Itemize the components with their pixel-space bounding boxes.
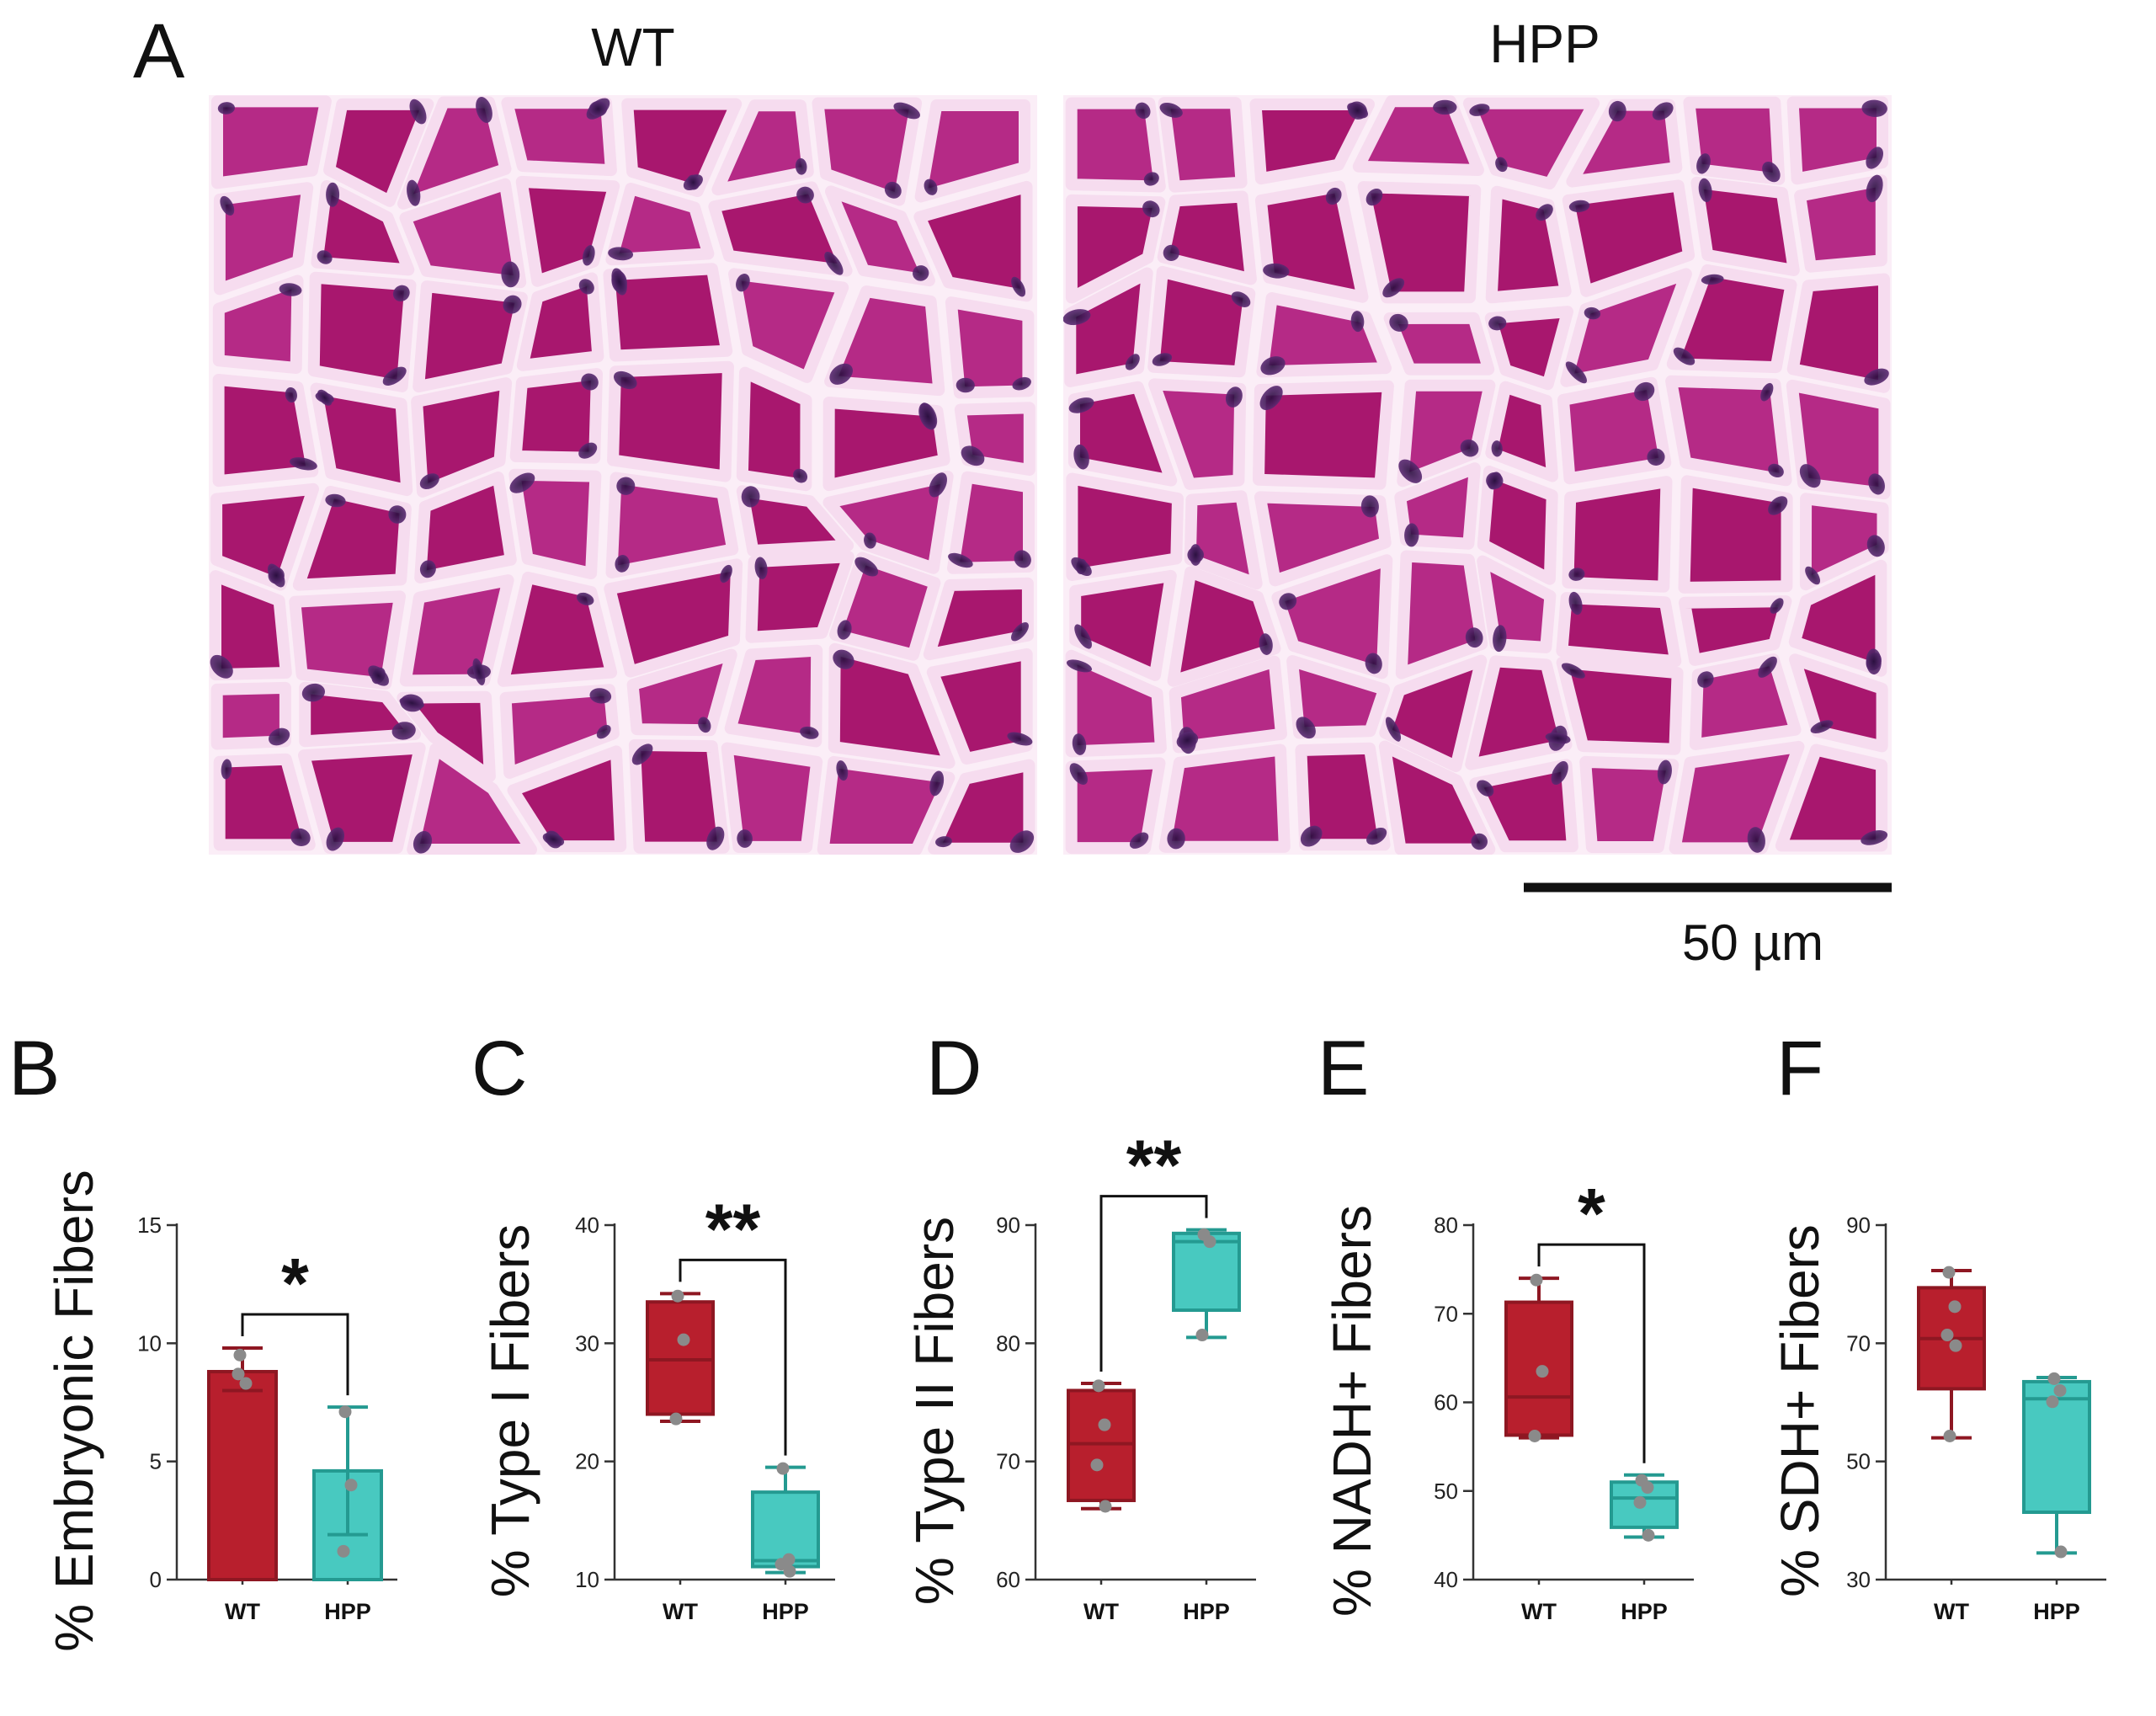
panel-f-chart: F % SDH+ Fibers 30 50 70 90 WT HPP (1770, 1026, 2106, 1624)
panel-d-data-point (1098, 1418, 1111, 1431)
panel-e-significance-bracket (1537, 1243, 1646, 1463)
scale-bar-label: 50 µm (1682, 914, 1823, 971)
panel-f-data-point (2047, 1372, 2061, 1385)
panel-f-data-point (2046, 1395, 2059, 1409)
panel-b-y-tick-label: 15 (137, 1212, 162, 1238)
panel-e-y-axis-label: % NADH+ Fibers (1322, 1205, 1382, 1617)
panel-f-data-point (1940, 1329, 1954, 1342)
panel-c-y-axis-label: % Type I Fibers (480, 1224, 540, 1597)
panel-e-y-tick-label: 50 (1434, 1479, 1458, 1504)
panel-d-data-point (1099, 1500, 1112, 1513)
panel-c-chart: C % Type I Fibers 10 20 30 40 WT HPP ** (471, 1026, 835, 1624)
panel-f-data-point (2054, 1545, 2068, 1559)
quantification-charts: B % Embryonic Fibers 0 5 10 15 WT HPP * C % Type I… (8, 1026, 2106, 1652)
panel-c-data-point (671, 1289, 684, 1303)
panel-d-significance-bracket (1099, 1195, 1208, 1372)
panel-d-y-tick-label: 60 (996, 1567, 1020, 1592)
panel-e-y-tick-label: 60 (1434, 1390, 1458, 1415)
panel-d-y-axis-label: % Type II Fibers (904, 1217, 965, 1605)
panel-e-label: E (1318, 1026, 1369, 1111)
panel-b-x-tick-label: HPP (324, 1599, 371, 1624)
panel-b-data-point (239, 1377, 253, 1390)
panel-c-significance-bracket (679, 1258, 787, 1456)
panel-a-label: A (133, 8, 185, 94)
hpp-image-title: HPP (1489, 13, 1600, 74)
panel-b-data-point (338, 1405, 352, 1419)
panel-e-data-point (1642, 1528, 1655, 1542)
panel-e-data-point (1633, 1495, 1647, 1509)
panel-d-data-point (1090, 1458, 1104, 1472)
wt-histology-image (209, 95, 1037, 855)
panel-d-significance-label: ** (1126, 1126, 1182, 1205)
panel-b-label: B (8, 1026, 60, 1111)
panel-f-y-axis-label: % SDH+ Fibers (1770, 1224, 1830, 1597)
panel-e-data-point (1530, 1273, 1543, 1287)
panel-c-significance-label: ** (705, 1189, 761, 1268)
panel-b-significance-label: * (281, 1244, 309, 1323)
panel-e-x-tick-label: HPP (1621, 1599, 1668, 1624)
panel-f-y-tick-label: 30 (1846, 1567, 1871, 1592)
panel-c-y-tick-label: 20 (575, 1449, 599, 1474)
panel-c-box-wt (646, 1300, 715, 1416)
panel-b-x-tick-label: WT (225, 1599, 260, 1624)
panel-e-y-tick-label: 70 (1434, 1301, 1458, 1326)
panel-d-y-tick-label: 80 (996, 1330, 1020, 1356)
panel-e-x-tick-label: WT (1521, 1599, 1557, 1624)
panel-f-x-tick-label: HPP (2033, 1599, 2080, 1624)
wt-image-title: WT (591, 17, 675, 77)
panel-f-data-point (1948, 1300, 1962, 1314)
panel-b-data-point (337, 1544, 350, 1558)
panel-c-y-tick-label: 30 (575, 1330, 599, 1356)
panel-e-y-tick-label: 40 (1434, 1567, 1458, 1592)
panel-e-y-tick-label: 80 (1434, 1212, 1458, 1238)
panel-f-data-point (1949, 1339, 1962, 1352)
panel-f-data-point (1942, 1266, 1956, 1279)
panel-d-data-point (1203, 1235, 1216, 1249)
panel-a: A WT HPP 50 µm (133, 8, 1892, 971)
panel-d-box-wt (1067, 1388, 1136, 1502)
panel-e-data-point (1641, 1481, 1654, 1495)
panel-e-data-point (1536, 1365, 1549, 1378)
panel-b-data-point (344, 1479, 358, 1492)
panel-b-data-point (233, 1348, 247, 1362)
panel-c-label: C (471, 1026, 527, 1111)
panel-f-data-point (2053, 1383, 2067, 1397)
panel-b-y-tick-label: 5 (150, 1449, 162, 1474)
panel-f-y-tick-label: 50 (1846, 1449, 1871, 1474)
panel-f-label: F (1776, 1026, 1823, 1111)
panel-c-data-point (775, 1558, 788, 1571)
panel-d-x-tick-label: HPP (1183, 1599, 1230, 1624)
panel-d-chart: D % Type II Fibers 60 70 80 90 WT HPP ** (904, 1026, 1256, 1624)
panel-d-y-tick-label: 70 (996, 1449, 1020, 1474)
panel-f-data-point (1943, 1429, 1956, 1442)
hpp-histology-image (1063, 95, 1892, 855)
panel-d-data-point (1195, 1329, 1209, 1342)
panel-d-label: D (926, 1026, 982, 1111)
panel-c-y-tick-label: 10 (575, 1567, 599, 1592)
panel-c-x-tick-label: HPP (762, 1599, 809, 1624)
panel-b-y-tick-label: 0 (150, 1567, 162, 1592)
panel-c-data-point (677, 1333, 690, 1346)
panel-d-y-tick-label: 90 (996, 1212, 1020, 1238)
panel-e-significance-label: * (1578, 1174, 1605, 1253)
panel-f-y-tick-label: 90 (1846, 1212, 1871, 1238)
panel-e-data-point (1528, 1429, 1541, 1442)
panel-c-data-point (669, 1412, 683, 1426)
panel-d-x-tick-label: WT (1083, 1599, 1119, 1624)
panel-e-chart: E % NADH+ Fibers 40 50 60 70 80 WT HPP * (1318, 1026, 1694, 1624)
panel-c-x-tick-label: WT (663, 1599, 698, 1624)
panel-c-data-point (783, 1564, 796, 1578)
panel-f-x-tick-label: WT (1934, 1599, 1969, 1624)
panel-d-data-point (1092, 1379, 1105, 1393)
panel-f-y-tick-label: 70 (1846, 1330, 1871, 1356)
panel-b-chart: B % Embryonic Fibers 0 5 10 15 WT HPP * (8, 1026, 397, 1652)
panel-c-data-point (776, 1462, 790, 1475)
panel-b-y-axis-label: % Embryonic Fibers (44, 1170, 104, 1652)
panel-b-data-point (232, 1367, 245, 1381)
panel-b-y-tick-label: 10 (137, 1330, 162, 1356)
panel-b-significance-bracket (241, 1313, 349, 1396)
panel-b-bar-wt (207, 1370, 278, 1581)
panel-c-y-tick-label: 40 (575, 1212, 599, 1238)
